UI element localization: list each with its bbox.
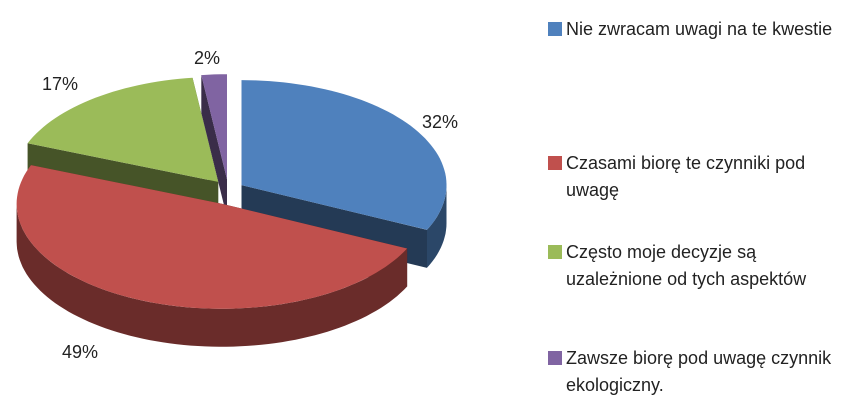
legend-item: Nie zwracam uwagi na te kwestie (548, 16, 838, 43)
data-label: 17% (42, 74, 78, 94)
legend-label: Nie zwracam uwagi na te kwestie (566, 19, 833, 39)
pie-area: 32% 49% 17% 2% (16, 48, 458, 362)
data-label: 32% (422, 112, 458, 132)
legend-item: Często moje decyzje są uzależnione od ty… (548, 239, 838, 293)
legend-swatch (548, 156, 562, 170)
legend-label: Zawsze biorę pod uwagę czynnik ekologicz… (566, 348, 832, 395)
slice-wall (201, 75, 227, 218)
slice-top (201, 74, 227, 180)
data-label: 49% (62, 342, 98, 362)
legend-swatch (548, 22, 562, 36)
legend-label: Czasami biorę te czynniki pod uwagę (566, 153, 806, 200)
legend-swatch (548, 351, 562, 365)
slice-side (427, 185, 447, 268)
legend-item: Zawsze biorę pod uwagę czynnik ekologicz… (548, 345, 838, 399)
slice (16, 165, 408, 347)
slice-top (241, 80, 447, 230)
legend-label: Często moje decyzje są uzależnione od ty… (566, 242, 807, 289)
slice (201, 74, 227, 218)
slice-top (16, 165, 408, 309)
slice-side (16, 203, 408, 347)
legend-item: Czasami biorę te czynniki pod uwagę (548, 150, 838, 204)
legend-swatch (548, 245, 562, 259)
data-label: 2% (194, 48, 220, 68)
slice-top (27, 77, 219, 182)
